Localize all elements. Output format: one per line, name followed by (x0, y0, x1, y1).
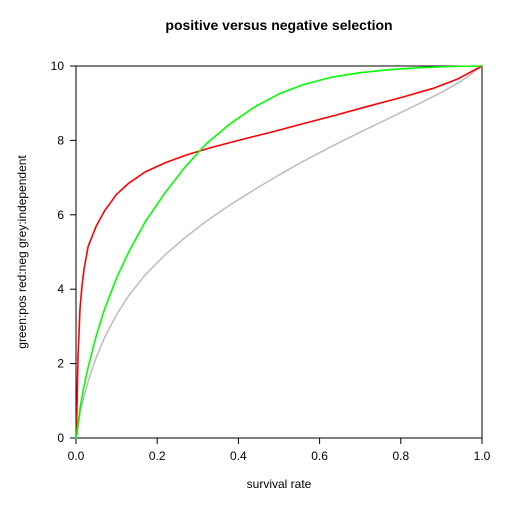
y-tick-label: 2 (57, 357, 64, 371)
x-tick-label: 0.8 (392, 449, 409, 463)
chart-title: positive versus negative selection (165, 17, 392, 33)
x-tick-label: 0.0 (68, 449, 85, 463)
chart-svg: positive versus negative selection 0.0 0.2… (0, 0, 522, 521)
x-tick-label: 0.2 (149, 449, 166, 463)
chart-container: positive versus negative selection 0.0 0.2… (0, 0, 522, 521)
x-tick-label: 0.4 (230, 449, 247, 463)
y-tick-label: 10 (51, 59, 65, 73)
x-tick-label: 0.6 (311, 449, 328, 463)
x-tick-label: 1.0 (474, 449, 491, 463)
y-tick-label: 8 (57, 133, 64, 147)
chart-background (0, 0, 522, 521)
y-axis-label: green:pos red:neg grey:independent (15, 155, 29, 349)
y-tick-label: 0 (57, 431, 64, 445)
x-axis-label: survival rate (247, 477, 312, 491)
y-tick-label: 6 (57, 208, 64, 222)
y-tick-label: 4 (57, 282, 64, 296)
